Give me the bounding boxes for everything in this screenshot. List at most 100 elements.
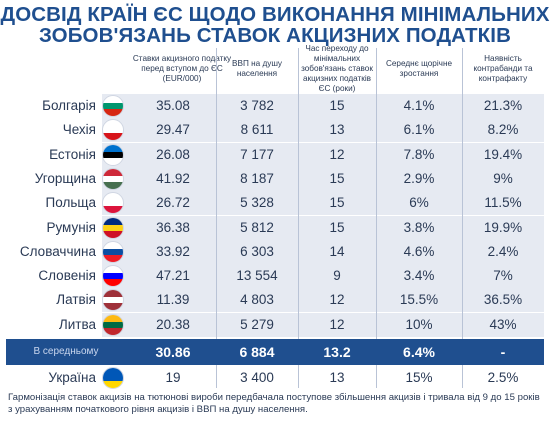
cell-rate: 20.38 [156,317,190,332]
cell-gdp: 5 279 [240,317,274,332]
cell-years: 15 [329,195,345,210]
flag-stripe [103,158,123,165]
average-growth: 6.4% [403,344,435,360]
cell-years: 15 [329,98,345,113]
flag-stripe [103,374,123,382]
cell-rate: 29.47 [156,122,190,137]
cell-years: 12 [329,147,345,162]
header-gdp: ВВП на душу населення [232,59,282,78]
header-transition-years: Час переходу до мінімальних зобов'язань … [301,44,373,93]
cell-contraband: 7% [493,268,513,283]
cell-gdp: 8 187 [240,171,274,186]
cell-years: 9 [333,268,341,283]
cell-rate: 11.39 [156,292,190,307]
country-name: Естонія [49,147,96,162]
cell-rate: 41.92 [156,171,190,186]
cell-gdp: 4 803 [240,292,274,307]
flag-stripe [103,368,123,375]
flag-stripe [103,96,123,103]
flag-icon [102,367,124,389]
cell-growth: 15% [405,370,433,385]
flag-stripe [103,381,123,388]
flag-stripe [103,266,123,273]
cell-years: 13 [329,370,345,385]
cell-years: 12 [329,292,345,307]
column-divider [462,48,463,388]
flag-stripe [103,199,123,207]
cell-growth: 10% [405,317,433,332]
average-rate: 30.86 [155,344,191,360]
flag-stripe [103,133,123,140]
flag-stripe [103,296,123,304]
cell-contraband: 2.5% [487,370,519,385]
flag-icon [102,241,124,263]
cell-years: 13 [329,122,345,137]
cell-contraband: 11.5% [484,195,522,210]
cell-rate: 47.21 [156,268,190,283]
country-name: Польща [45,195,96,210]
flag-icon [102,144,124,166]
cell-years: 15 [329,220,345,235]
flag-stripe [103,126,123,134]
country-name: Словенія [38,268,96,283]
cell-gdp: 5 328 [240,195,274,210]
cell-rate: 36.38 [156,220,190,235]
flag-stripe [103,248,123,256]
flag-stripe [103,290,123,297]
column-divider [216,48,217,388]
table-row [102,216,544,240]
column-divider [376,48,377,388]
table-row [102,288,544,312]
cell-gdp: 7 177 [240,147,274,162]
flag-stripe [103,242,123,249]
cell-contraband: 2.4% [487,244,519,259]
country-name: Україна [48,370,96,385]
flag-stripe [103,182,123,189]
cell-years: 15 [329,171,345,186]
flag-icon [102,265,124,287]
country-name: Болгарія [42,98,96,113]
average-label: В середньому [33,346,99,357]
flag-icon [102,314,124,336]
flag-stripe [103,328,123,335]
flag-stripe [103,145,123,152]
page-title: ДОСВІД КРАЇН ЄС ЩОДО ВИКОНАННЯ МІНІМАЛЬН… [0,4,550,46]
cell-growth: 2.9% [403,171,435,186]
cell-growth: 15.5% [399,292,439,307]
title-line-1: ДОСВІД КРАЇН ЄС ЩОДО ВИКОНАННЯ МІНІМАЛЬН… [0,3,550,26]
cell-contraband: 21.3% [483,98,523,113]
flag-stripe [103,315,123,322]
flag-stripe [103,175,123,183]
flag-stripe [103,206,123,213]
cell-rate: 19 [165,370,181,385]
table-row [102,118,544,142]
flag-stripe [103,279,123,286]
flag-icon [102,192,124,214]
cell-growth: 7.8% [403,147,435,162]
table-row [102,191,544,215]
country-name: Словаччина [19,244,96,259]
cell-rate: 26.08 [156,147,190,162]
flag-stripe [103,272,123,280]
flag-icon [102,168,124,190]
average-gdp: 6 884 [239,344,275,360]
cell-gdp: 8 611 [240,122,274,137]
cell-gdp: 6 303 [240,244,274,259]
flag-stripe [103,224,123,232]
header-contraband: Наявність контрабанди та контрафакту [473,54,533,83]
flag-stripe [103,109,123,116]
average-years: 13.2 [323,344,351,360]
country-name: Литва [58,317,96,332]
cell-contraband: 8.2% [487,122,519,137]
column-divider [298,48,299,388]
country-name: Угорщина [34,171,96,186]
cell-growth: 3.4% [403,268,435,283]
flag-stripe [103,151,123,159]
title-line-2: ЗОБОВ'ЯЗАНЬ СТАВОК АКЦИЗНИХ ПОДАТКІВ [39,24,511,47]
flag-stripe [103,169,123,176]
flag-stripe [103,231,123,238]
cell-growth: 3.8% [403,220,435,235]
flag-stripe [103,102,123,110]
cell-gdp: 13 554 [236,268,278,283]
flag-stripe [103,303,123,310]
